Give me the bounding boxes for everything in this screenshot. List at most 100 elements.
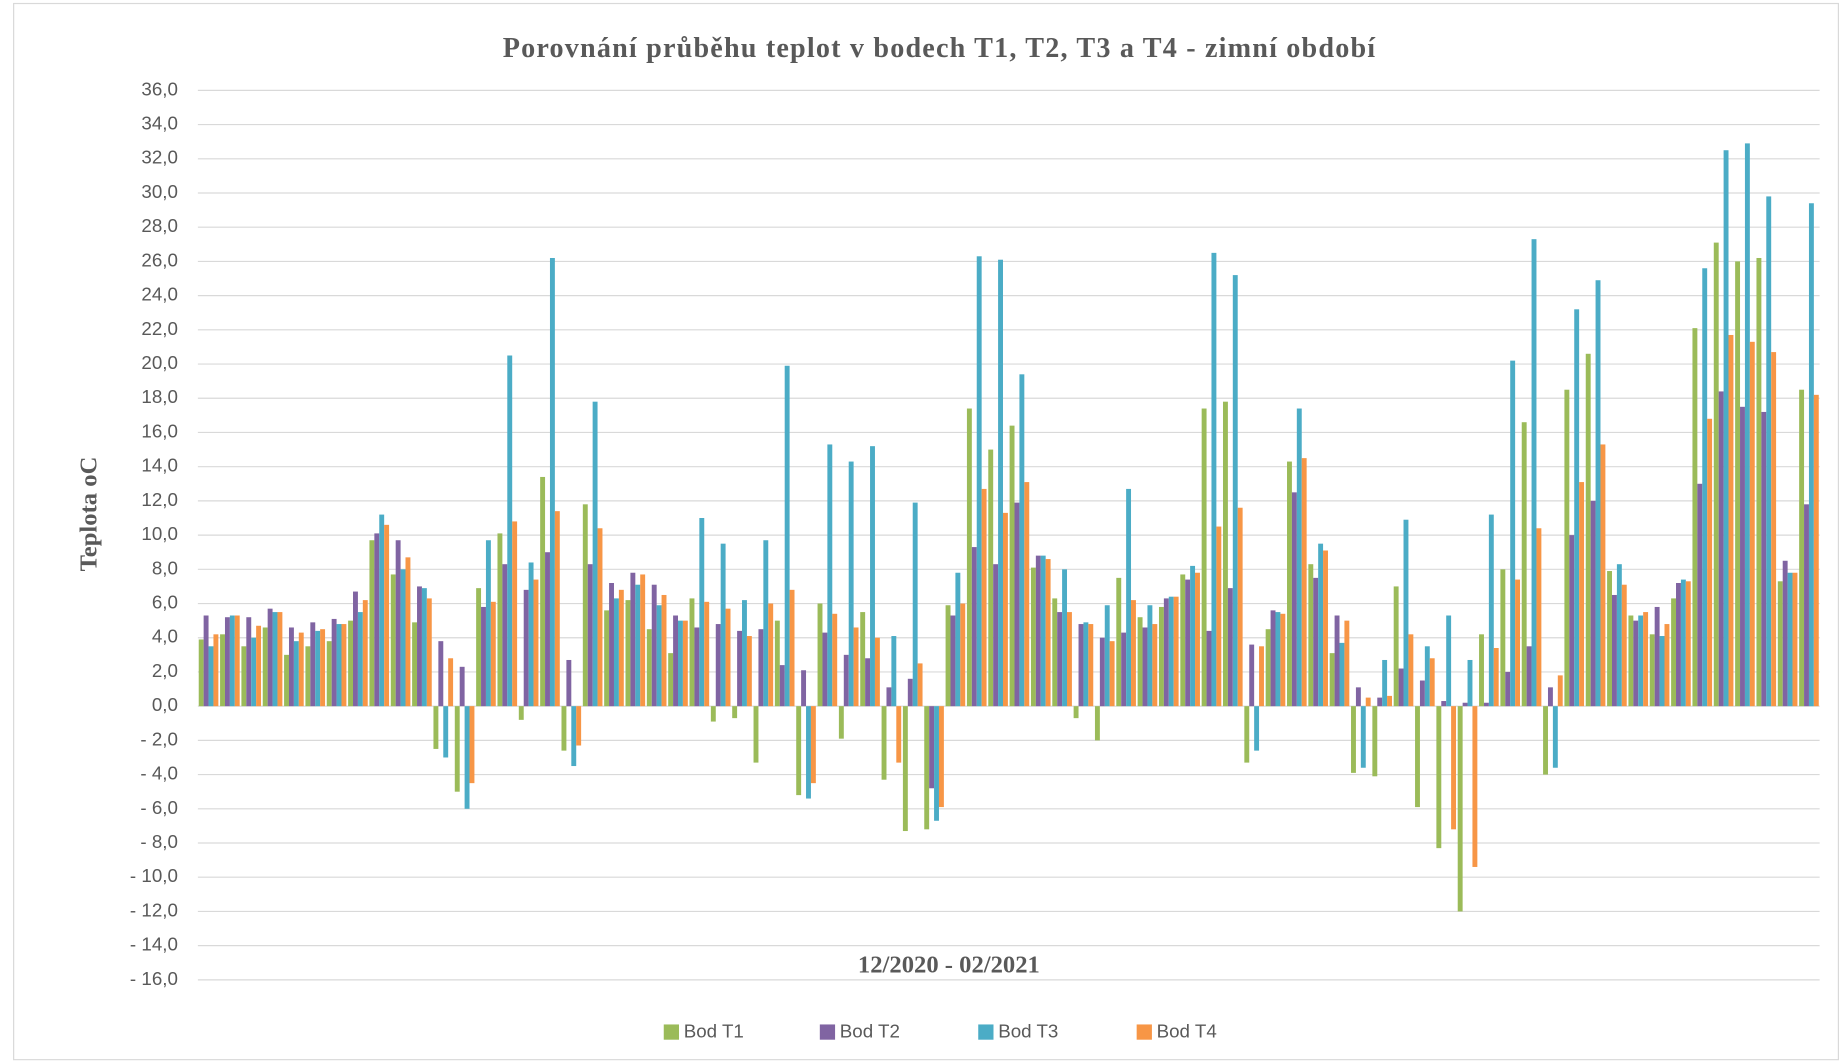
bar (234, 615, 240, 707)
bar (357, 612, 363, 707)
y-tick-label: 0,0 (152, 694, 178, 715)
bar (1505, 671, 1511, 707)
bar (981, 488, 987, 707)
bar (1190, 565, 1196, 707)
bar (891, 636, 897, 707)
bar (1702, 268, 1708, 707)
bar (417, 586, 422, 707)
bar (1483, 702, 1489, 707)
bar (993, 564, 999, 707)
bar (1654, 606, 1660, 707)
bar (1270, 610, 1276, 707)
bar (934, 706, 939, 821)
bar (1030, 567, 1036, 707)
bar (1237, 507, 1243, 707)
bar (554, 511, 560, 707)
legend-label: Bod T2 (840, 1021, 900, 1042)
bar (405, 557, 411, 707)
bar (613, 598, 619, 707)
bar (1436, 706, 1442, 849)
bar (390, 574, 396, 707)
y-tick-label: 6,0 (152, 591, 178, 612)
bar (369, 540, 375, 707)
bar (267, 608, 273, 707)
bar (348, 620, 354, 707)
bar (1035, 555, 1041, 707)
bar (1718, 391, 1724, 707)
bar (1244, 706, 1250, 763)
bar (1531, 239, 1537, 707)
bar (732, 706, 738, 719)
legend-label: Bod T1 (684, 1021, 744, 1042)
bar (917, 663, 923, 707)
bar (293, 641, 299, 707)
bar (1137, 617, 1143, 707)
bar (1158, 606, 1164, 707)
bar (497, 533, 503, 707)
bar (651, 584, 657, 707)
bar (896, 706, 902, 763)
bar (1697, 483, 1703, 707)
y-tick-label: - 14,0 (130, 934, 178, 955)
bar (1564, 389, 1570, 707)
bar (1201, 408, 1207, 707)
bar (1479, 634, 1484, 707)
bar (694, 627, 700, 707)
bar (320, 629, 326, 707)
bar (635, 584, 641, 707)
bar (1557, 675, 1563, 707)
bar (988, 449, 994, 707)
y-tick-label: 34,0 (141, 113, 178, 134)
bar (646, 629, 652, 707)
bar (1419, 680, 1425, 707)
bar (1638, 615, 1644, 707)
bar (1472, 706, 1478, 867)
bar (843, 654, 849, 707)
bar (1451, 706, 1457, 830)
y-tick-label: 30,0 (141, 181, 178, 202)
legend-label: Bod T3 (998, 1021, 1058, 1042)
bar (305, 646, 311, 707)
bar (870, 446, 875, 707)
bar (817, 603, 823, 707)
bar (1339, 642, 1345, 707)
bar (533, 579, 539, 707)
bar (945, 605, 951, 707)
bar (668, 653, 674, 707)
bar (1547, 687, 1553, 707)
bar (198, 639, 204, 707)
bar (1259, 646, 1264, 707)
bar (597, 528, 603, 707)
bar (1488, 514, 1494, 707)
bar (1094, 706, 1100, 741)
bar (1543, 706, 1548, 775)
bar (1163, 598, 1169, 707)
bar (485, 540, 491, 707)
bar (1078, 624, 1084, 707)
bar (1206, 630, 1212, 707)
bar (1142, 627, 1148, 707)
bar (1296, 408, 1302, 707)
bar (758, 629, 764, 707)
bar (1792, 572, 1798, 707)
bar (1009, 425, 1015, 707)
bar (362, 600, 368, 707)
y-axis-label: Teplota oC (76, 457, 103, 572)
bar (220, 634, 225, 707)
bar (810, 706, 816, 784)
bar (1633, 620, 1639, 707)
bar (768, 603, 774, 707)
bar (1355, 687, 1361, 707)
bar (400, 569, 406, 707)
bar (860, 612, 866, 707)
bar (1099, 637, 1105, 707)
bar (384, 524, 390, 707)
bar (1500, 569, 1506, 707)
bar (433, 706, 439, 749)
bar (1713, 242, 1719, 707)
bar (1254, 706, 1260, 751)
bar (443, 706, 449, 758)
bar (315, 630, 321, 707)
bar (976, 256, 982, 707)
bar (1621, 584, 1627, 707)
